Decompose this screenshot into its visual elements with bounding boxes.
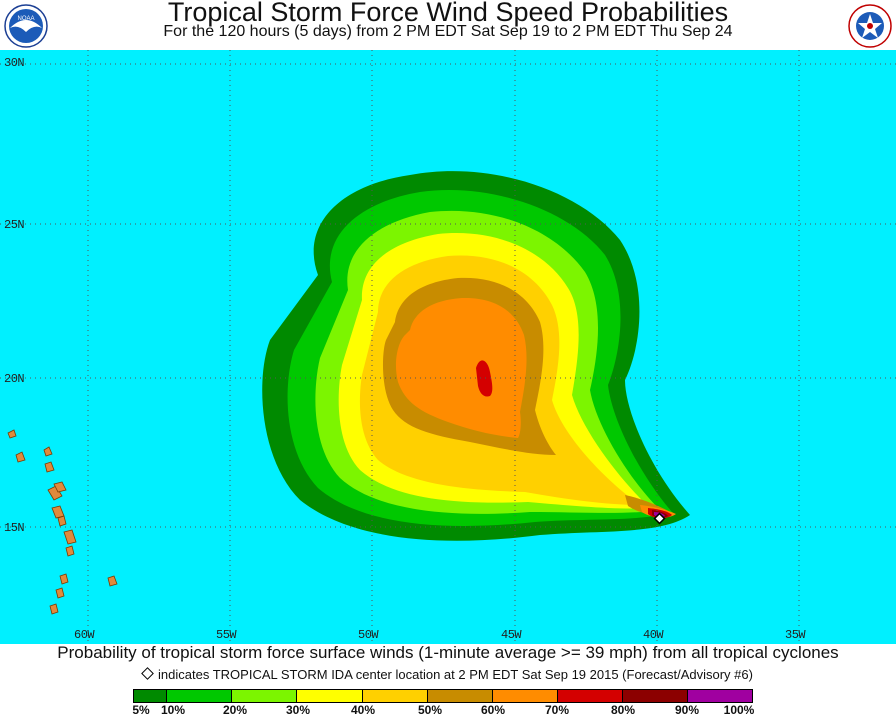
lon-label-45w: 45W <box>501 628 522 642</box>
legend-label-50: 50% <box>417 703 443 717</box>
map-canvas <box>0 50 896 644</box>
legend-swatch-30 <box>296 689 364 703</box>
legend-label-60: 60% <box>480 703 506 717</box>
storm-center-diamond-icon <box>653 512 666 525</box>
legend-swatch-80 <box>622 689 689 703</box>
probability-map: 30N 25N 20N 15N 60W 55W 50W 45W 40W 35W <box>0 50 896 644</box>
storm-center-note: indicates TROPICAL STORM IDA center loca… <box>0 667 896 682</box>
contour-60pct <box>395 297 527 438</box>
legend-label-40: 40% <box>350 703 376 717</box>
legend-swatch-5 <box>133 689 168 703</box>
noaa-logo-icon: NOAA <box>4 4 48 48</box>
legend-label-80: 80% <box>610 703 636 717</box>
lat-label-15n: 15N <box>4 521 25 535</box>
map-caption: Probability of tropical storm force surf… <box>57 643 839 662</box>
map-title: Tropical Storm Force Wind Speed Probabil… <box>167 0 729 27</box>
map-subtitle: For the 120 hours (5 days) from 2 PM EDT… <box>163 23 733 40</box>
legend-label-10: 10% <box>160 703 186 717</box>
lon-label-50w: 50W <box>358 628 379 642</box>
legend-label-90: 90% <box>674 703 700 717</box>
legend-label-70: 70% <box>544 703 570 717</box>
legend-swatch-90 <box>687 689 753 703</box>
nws-logo-icon <box>848 4 892 48</box>
legend-swatch-60 <box>492 689 559 703</box>
caribbean-islands <box>7 429 118 615</box>
lat-label-25n: 25N <box>4 218 25 232</box>
lat-label-30n: 30N <box>4 56 25 70</box>
legend-label-100: 100% <box>723 703 755 717</box>
legend-swatch-20 <box>231 689 298 703</box>
lon-label-40w: 40W <box>643 628 664 642</box>
storm-center-note-text: indicates TROPICAL STORM IDA center loca… <box>158 667 753 682</box>
lon-label-60w: 60W <box>74 628 95 642</box>
legend-swatch-40 <box>362 689 429 703</box>
graticule <box>0 50 896 644</box>
contour-70pct <box>476 360 493 397</box>
lon-label-55w: 55W <box>216 628 237 642</box>
legend-label-5: 5% <box>132 703 150 717</box>
legend-label-20: 20% <box>222 703 248 717</box>
legend-swatch-70 <box>557 689 624 703</box>
legend-swatch-10 <box>166 689 233 703</box>
lat-label-20n: 20N <box>4 372 25 386</box>
lon-label-35w: 35W <box>785 628 806 642</box>
legend-swatch-50 <box>427 689 494 703</box>
diamond-icon <box>141 667 154 680</box>
legend-label-30: 30% <box>285 703 311 717</box>
svg-text:NOAA: NOAA <box>17 16 34 22</box>
